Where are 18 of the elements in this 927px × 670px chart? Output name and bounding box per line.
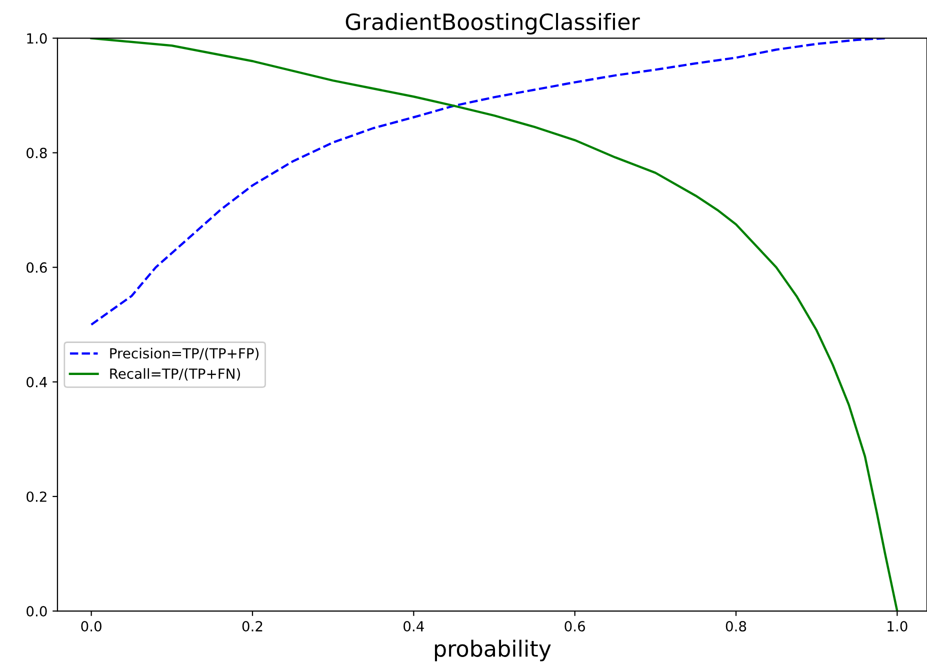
x-axis-title: probability bbox=[434, 640, 551, 662]
y-tick-label: 0.6 bbox=[26, 262, 47, 273]
y-tick-label: 0.2 bbox=[26, 491, 46, 502]
y-tick-label: 1.0 bbox=[27, 33, 47, 44]
y-tick-label: 0.4 bbox=[26, 376, 47, 388]
x-tick-label: 1.0 bbox=[888, 621, 908, 632]
line-series bbox=[90, 38, 886, 326]
x-tick-label: 0.8 bbox=[726, 621, 746, 632]
chart-title: GradientBoostingClassifier bbox=[346, 12, 640, 34]
x-tick-label: 0.6 bbox=[564, 621, 586, 632]
x-tick-label: 0.4 bbox=[404, 621, 424, 632]
legend-label: Precision=TP/(TP+FP) bbox=[110, 348, 259, 360]
x-tick-label: 0.2 bbox=[242, 621, 262, 632]
y-tick-label: 0.0 bbox=[26, 606, 47, 617]
x-tick-label: 0.0 bbox=[81, 621, 102, 632]
y-tick-label: 0.8 bbox=[26, 148, 47, 158]
legend-label: Recall=TP/(TP+FN) bbox=[110, 368, 240, 381]
line-series bbox=[90, 38, 898, 612]
